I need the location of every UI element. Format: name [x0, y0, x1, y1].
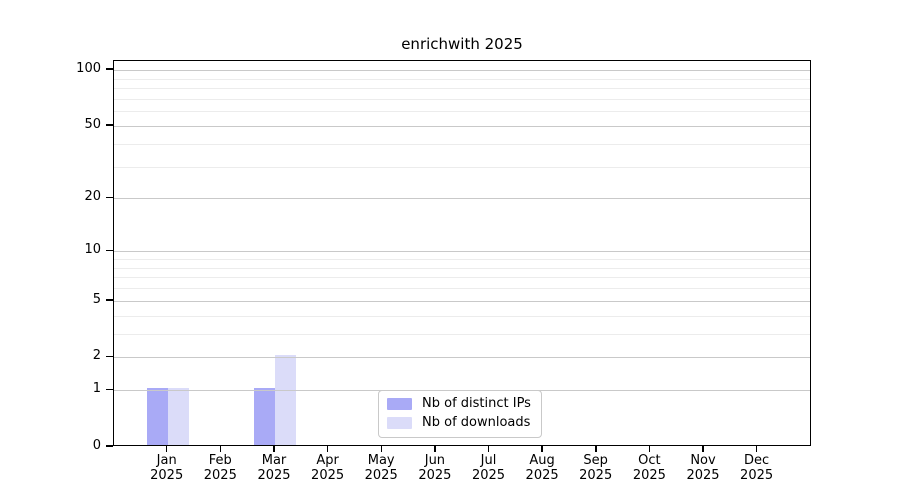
x-tick-label-year: 2025 [311, 468, 345, 483]
x-tick-label-year: 2025 [740, 468, 774, 483]
y-axis-tick [106, 124, 113, 126]
x-tick-label: Jan 2025 [135, 453, 199, 483]
x-tick-label-year: 2025 [632, 468, 666, 483]
gridline-minor [114, 267, 810, 269]
y-tick-label: 20 [84, 189, 101, 205]
y-tick-label: 100 [76, 61, 101, 77]
gridline-minor [114, 333, 810, 335]
bar-downloads [167, 388, 189, 445]
gridline-major [114, 300, 810, 302]
x-tick-label: Jul 2025 [457, 453, 521, 483]
gridline-minor [114, 288, 810, 290]
x-axis-tick [702, 446, 704, 452]
x-axis-tick [648, 446, 651, 452]
x-tick-label: Apr 2025 [296, 453, 360, 483]
x-axis-tick [273, 446, 275, 452]
x-axis-tick [755, 446, 758, 452]
x-tick-label: Nov 2025 [671, 453, 735, 483]
x-tick-label-month: Jun [424, 453, 446, 468]
x-axis-tick [380, 446, 382, 452]
y-tick-label: 2 [92, 348, 101, 364]
x-tick-label: May 2025 [349, 453, 413, 483]
legend-swatch [387, 398, 412, 410]
y-tick-label: 1 [92, 381, 101, 397]
bar-distinct-ips [253, 388, 275, 445]
x-tick-label-month: Nov [690, 453, 716, 468]
x-tick-label-month: Feb [208, 453, 232, 468]
x-tick-label-year: 2025 [150, 468, 184, 483]
x-axis-tick [487, 446, 490, 452]
x-tick-label-month: May [367, 453, 395, 468]
gridline-minor [114, 277, 810, 279]
x-axis-tick [541, 446, 543, 452]
gridline-minor [114, 315, 810, 317]
x-tick-label-year: 2025 [203, 468, 237, 483]
y-axis-tick [106, 249, 113, 251]
x-tick-label-year: 2025 [364, 468, 398, 483]
x-tick-label: Dec 2025 [725, 453, 789, 483]
x-axis-tick [219, 446, 222, 452]
x-tick-label-year: 2025 [471, 468, 506, 483]
y-axis-tick [106, 299, 113, 301]
y-axis-tick [106, 68, 113, 70]
gridline-minor [114, 166, 810, 168]
x-tick-label: Sep 2025 [564, 453, 628, 483]
y-tick-label: 50 [84, 117, 101, 132]
x-tick-label-month: Sep [583, 453, 608, 468]
gridline-major [114, 198, 810, 200]
x-tick-label-year: 2025 [579, 468, 613, 483]
gridline-major [114, 251, 810, 253]
x-axis-tick [326, 446, 329, 452]
x-axis-tick [165, 446, 168, 452]
bar-downloads [274, 355, 296, 445]
gridline-minor [114, 259, 810, 260]
x-tick-label-year: 2025 [525, 468, 559, 483]
x-tick-label-year: 2025 [418, 468, 452, 483]
gridline-major [114, 126, 810, 127]
bar-distinct-ips [146, 388, 168, 445]
y-tick-label: 0 [92, 438, 101, 453]
x-tick-label-month: Apr [316, 453, 339, 468]
y-axis-tick [106, 196, 113, 199]
plot-area [113, 60, 811, 446]
gridline-minor [114, 99, 810, 100]
gridline-major [114, 70, 810, 72]
gridline-minor [114, 111, 810, 113]
gridline-minor [114, 143, 810, 145]
x-tick-label-year: 2025 [257, 468, 291, 483]
y-tick-label: 5 [92, 291, 101, 307]
x-tick-label-month: Aug [529, 453, 555, 468]
y-axis-tick [106, 355, 113, 358]
x-axis-tick [434, 446, 436, 452]
y-axis-tick [106, 445, 113, 447]
legend-row: Nb of downloads [387, 415, 531, 431]
chart-legend: Nb of distinct IPs Nb of downloads [378, 390, 542, 438]
x-axis-tick [595, 446, 597, 452]
x-tick-label: Jun 2025 [403, 453, 467, 483]
x-tick-label: Aug 2025 [510, 453, 574, 483]
x-tick-label-month: Jul [480, 453, 497, 468]
legend-label: Nb of distinct IPs [422, 396, 531, 411]
x-tick-label-month: Oct [638, 453, 661, 468]
x-tick-label: Feb 2025 [188, 453, 252, 483]
x-tick-label-year: 2025 [686, 468, 720, 483]
x-tick-label-month: Mar [261, 453, 287, 468]
y-axis-tick [106, 388, 113, 391]
y-tick-label: 10 [84, 242, 101, 258]
gridline-major [114, 357, 810, 359]
legend-row: Nb of distinct IPs [387, 396, 531, 412]
legend-swatch [387, 417, 412, 429]
chart-title: enrichwith 2025 [401, 35, 523, 53]
gridline-minor [114, 78, 810, 80]
x-tick-label-month: Dec [744, 453, 770, 468]
x-tick-label-month: Jan [156, 453, 177, 468]
x-tick-label: Oct 2025 [617, 453, 681, 483]
gridline-minor [114, 88, 810, 90]
x-tick-label: Mar 2025 [242, 453, 306, 483]
legend-label: Nb of downloads [422, 415, 531, 430]
